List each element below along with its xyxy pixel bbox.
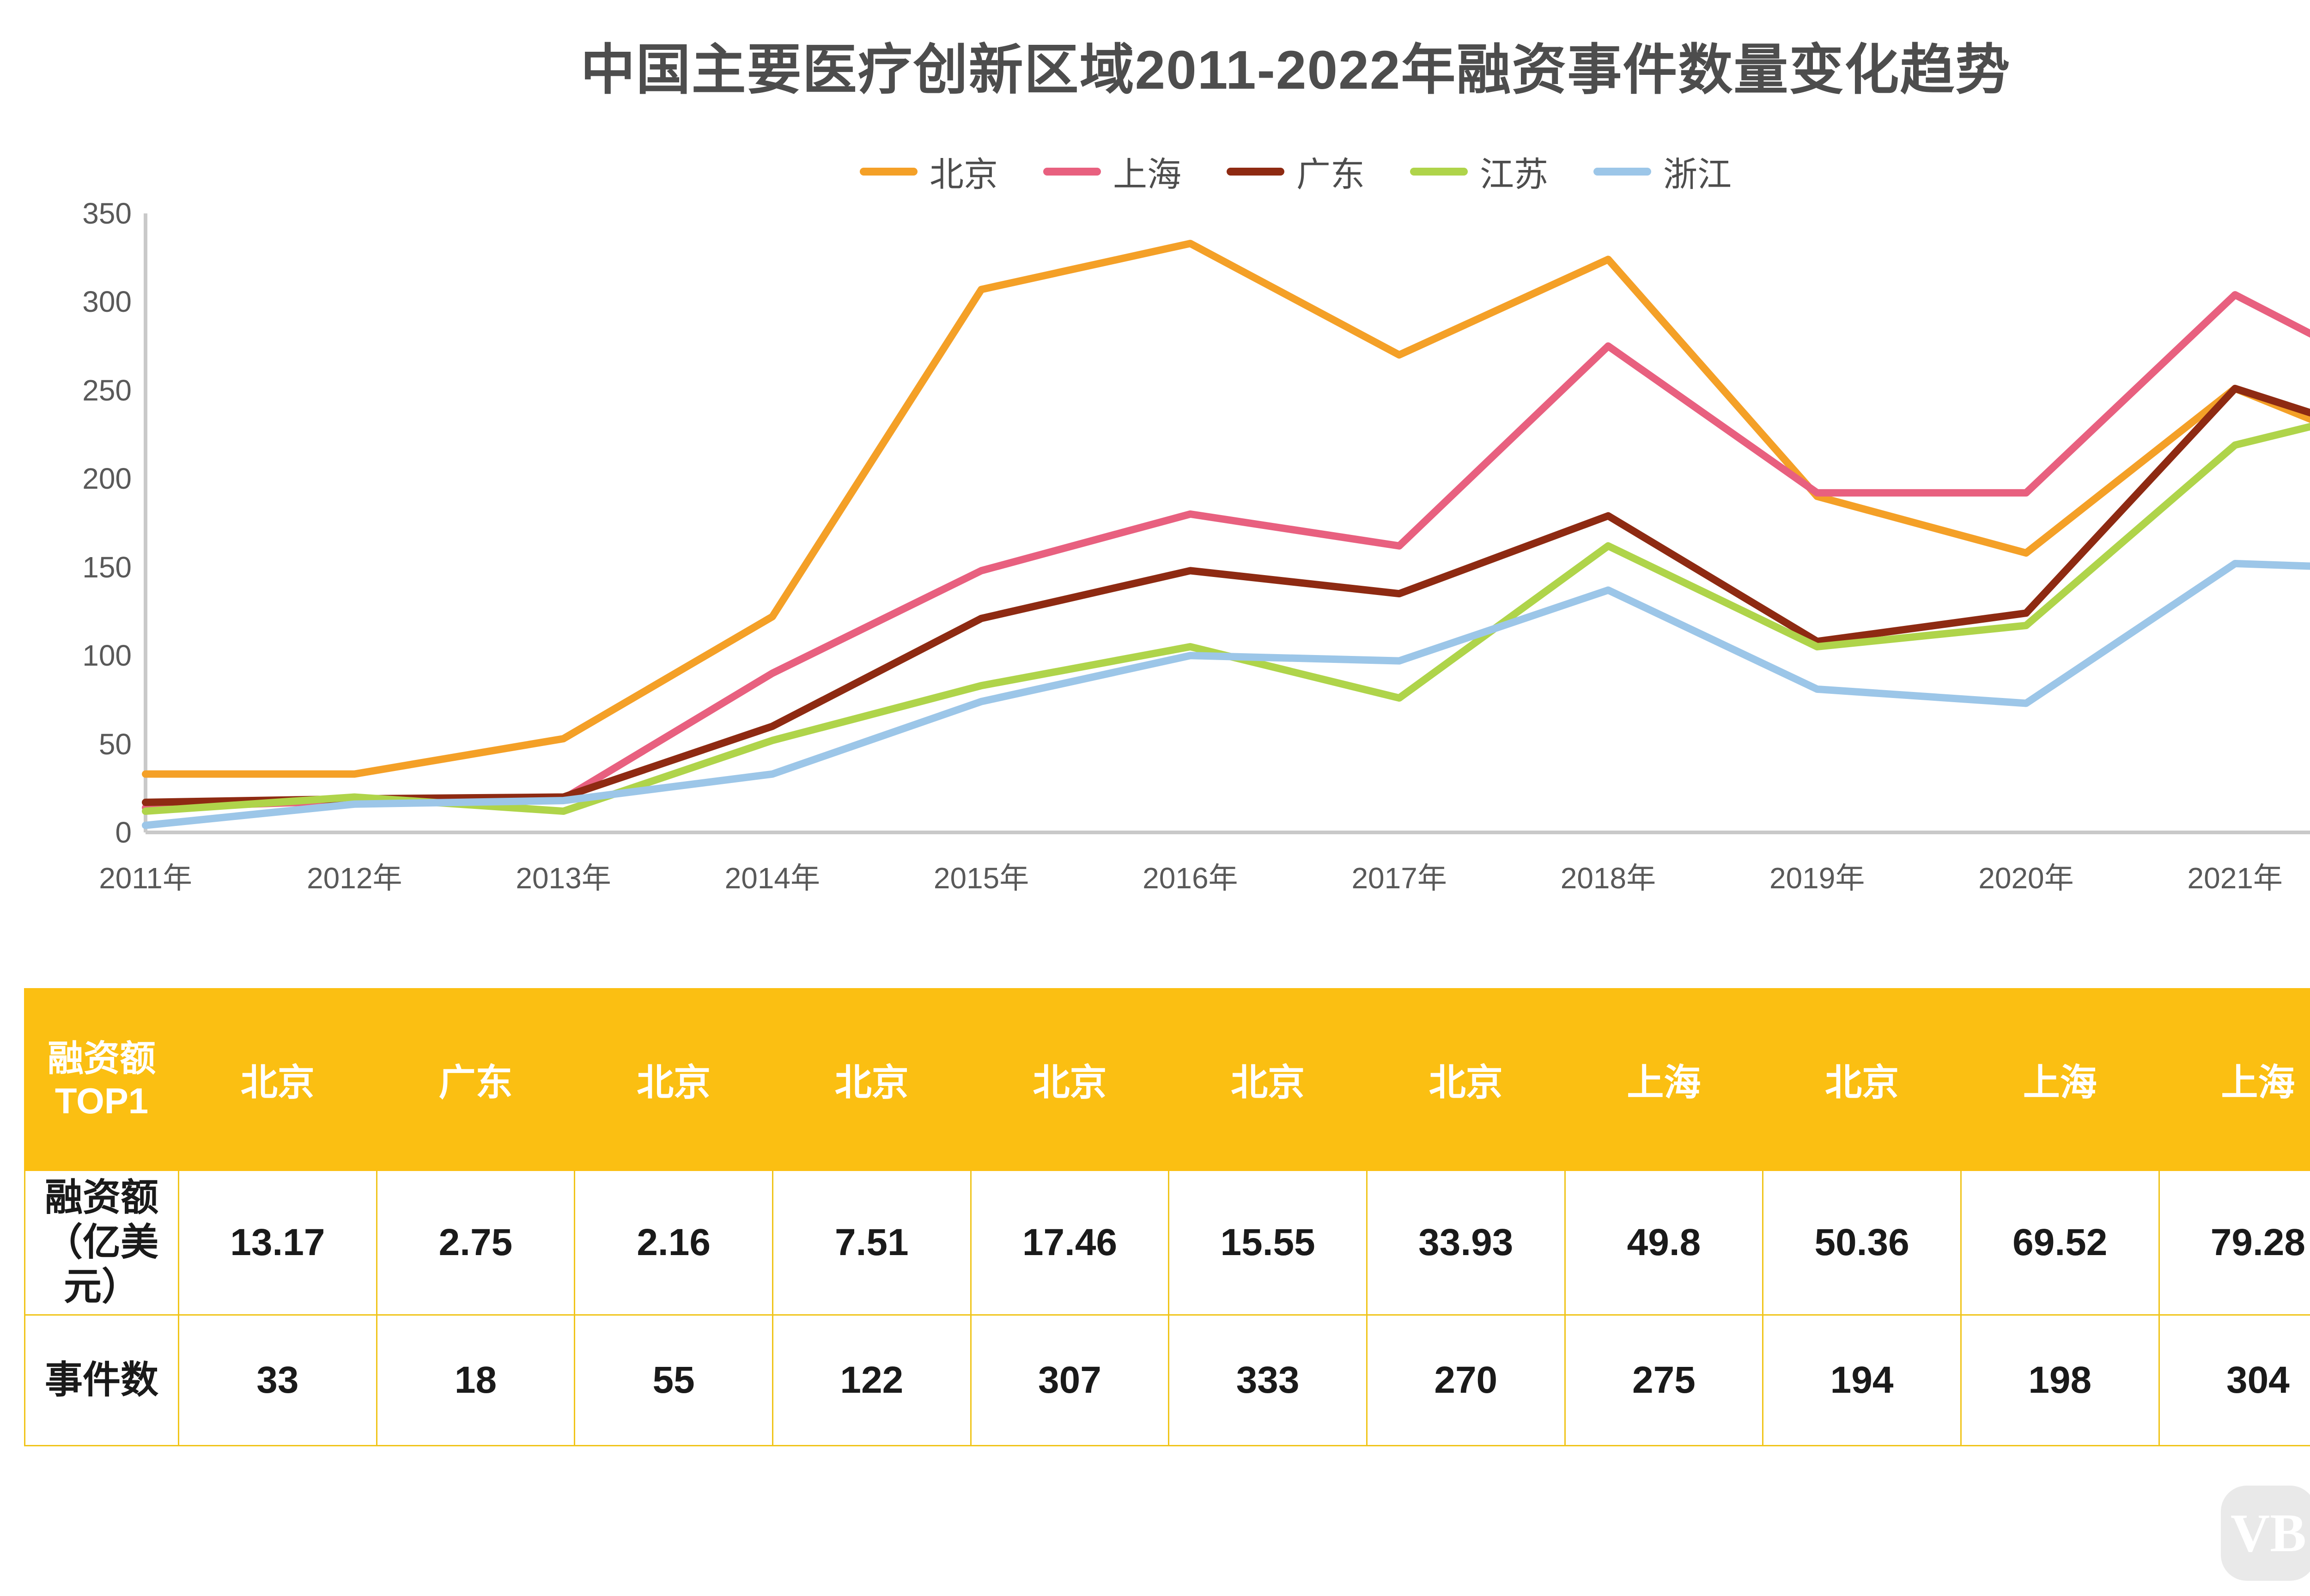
table-body: 融资额 TOP1 北京广东北京北京北京北京北京上海北京上海上海江苏 融资额 （亿…: [24, 988, 2310, 1446]
x-axis-tick-label: 2018年: [1560, 862, 1656, 895]
chart-legend: 北京 上海 广东 江苏 浙江: [0, 147, 2310, 196]
legend-label: 北京: [930, 155, 998, 194]
row-header-count: 事件数: [24, 1314, 179, 1446]
header-cell-region: 北京: [970, 988, 1170, 1171]
legend-label: 江苏: [1480, 155, 1548, 194]
amount-cell: 49.8: [1564, 1170, 1764, 1316]
count-cell: 198: [1960, 1314, 2160, 1446]
line-chart-plot: 0 50 100 150 200 250 300 350 2011年 2012年 2013年 201…: [82, 197, 2310, 895]
header-cell-region: 上海: [2158, 988, 2310, 1171]
header-cell-region: 北京: [772, 988, 972, 1171]
count-cell: 275: [1564, 1314, 1764, 1446]
count-cell: 333: [1168, 1314, 1368, 1446]
count-cell: 55: [574, 1314, 773, 1446]
y-axis-tick-label: 250: [82, 373, 132, 407]
amount-cell: 69.52: [1960, 1170, 2160, 1316]
y-axis-tick-label: 100: [82, 639, 132, 673]
legend-swatch-icon: [1043, 168, 1101, 176]
x-axis-tick-label: 2019年: [1769, 862, 1865, 895]
header-cell-region: 上海: [1564, 988, 1764, 1171]
header-cell-region: 北京: [1168, 988, 1368, 1171]
row-header-top1: 融资额 TOP1: [24, 988, 179, 1171]
amount-cell: 79.28: [2158, 1170, 2310, 1316]
legend-item-guangdong[interactable]: 广东: [1227, 147, 1365, 196]
legend-swatch-icon: [1410, 168, 1468, 176]
legend-label: 浙江: [1663, 155, 1732, 194]
y-axis-tick-label: 300: [82, 285, 132, 319]
table-row-top1: 融资额 TOP1 北京广东北京北京北京北京北京上海北京上海上海江苏: [24, 988, 2310, 1171]
count-cell: 270: [1366, 1314, 1566, 1446]
x-axis-tick-label: 2011年: [99, 862, 192, 895]
row-header-top1-line2: TOP1: [55, 1080, 149, 1121]
table-row-amount: 融资额 （亿美元） 13.17 2.75 2.16 7.51 17.46 15.55 33.…: [24, 1170, 2310, 1316]
amount-cell: 17.46: [970, 1170, 1170, 1316]
legend-item-shanghai[interactable]: 上海: [1043, 147, 1181, 196]
x-axis-tick-label: 2017年: [1351, 862, 1447, 895]
amount-cell: 33.93: [1366, 1170, 1566, 1316]
legend-swatch-icon: [1227, 168, 1284, 176]
x-axis-tick-label: 2015年: [933, 862, 1029, 895]
legend-swatch-icon: [1593, 168, 1651, 176]
amount-cell: 15.55: [1168, 1170, 1368, 1316]
table-row-count: 事件数 331855122307333270275194198304248: [24, 1314, 2310, 1446]
count-cell: 307: [970, 1314, 1170, 1446]
header-cell-region: 北京: [1366, 988, 1566, 1171]
x-axis-tick-label: 2021年: [2187, 862, 2283, 895]
x-axis-tick-label: 2020年: [1978, 862, 2074, 895]
chart-svg: [142, 213, 2310, 834]
amount-cell: 2.75: [376, 1170, 576, 1316]
page-title: 中国主要医疗创新区域2011-2022年融资事件数量变化趋势: [580, 40, 2011, 101]
count-cell: 33: [178, 1314, 377, 1446]
amount-cell: 7.51: [772, 1170, 972, 1316]
y-axis-tick-label: 150: [82, 550, 132, 584]
header-cell-region: 北京: [574, 988, 773, 1171]
legend-label: 广东: [1296, 155, 1365, 194]
amount-cell: 50.36: [1762, 1170, 1962, 1316]
legend-item-zhejiang[interactable]: 浙江: [1593, 147, 1732, 196]
x-axis-tick-label: 2013年: [516, 862, 611, 895]
y-axis-tick-label: 350: [82, 197, 132, 230]
row-header-amount: 融资额 （亿美元）: [24, 1170, 179, 1316]
legend-item-jiangsu[interactable]: 江苏: [1410, 147, 1548, 196]
header-cell-region: 北京: [178, 988, 377, 1171]
count-cell: 18: [376, 1314, 576, 1446]
header-cell-region: 广东: [376, 988, 576, 1171]
row-header-top1-line1: 融资额: [47, 1038, 156, 1079]
row-header-amount-line1: 融资额: [44, 1176, 158, 1219]
row-header-amount-line2: （亿美元）: [44, 1221, 158, 1308]
y-axis-tick-label: 50: [98, 727, 132, 761]
watermark-badge-icon: VB: [2220, 1485, 2310, 1581]
x-axis-tick-label: 2016年: [1143, 862, 1238, 895]
header-cell-region: 北京: [1762, 988, 1962, 1171]
y-axis-tick-label: 0: [115, 816, 132, 849]
x-axis-tick-label: 2014年: [724, 862, 820, 895]
header-cell-region: 上海: [1960, 988, 2160, 1171]
count-cell: 122: [772, 1314, 972, 1446]
y-axis-tick-label: 200: [82, 462, 132, 496]
data-table: 融资额 TOP1 北京广东北京北京北京北京北京上海北京上海上海江苏 融资额 （亿…: [24, 988, 2310, 1446]
x-axis-tick-label: 2012年: [307, 862, 402, 895]
watermark: VB 动脉网: [2220, 1483, 2310, 1583]
legend-label: 上海: [1113, 155, 1181, 194]
count-cell: 304: [2158, 1314, 2310, 1446]
amount-cell: 2.16: [574, 1170, 773, 1316]
amount-cell: 13.17: [178, 1170, 377, 1316]
legend-item-beijing[interactable]: 北京: [860, 147, 998, 196]
count-cell: 194: [1762, 1314, 1962, 1446]
legend-swatch-icon: [860, 168, 918, 176]
